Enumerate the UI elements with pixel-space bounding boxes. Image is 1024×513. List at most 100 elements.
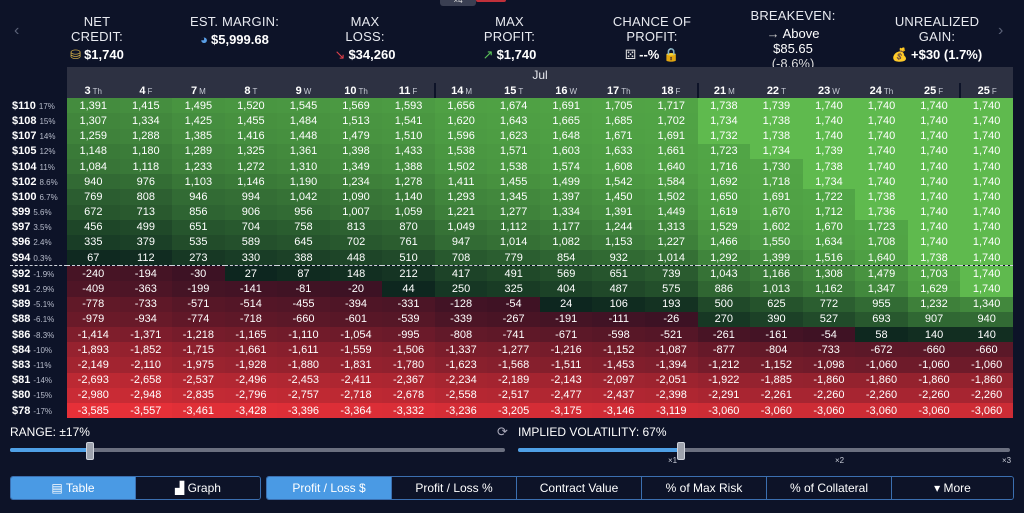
pl-cell[interactable]: -3,060 — [855, 402, 908, 419]
pl-cell[interactable]: 1,703 — [907, 265, 961, 282]
pl-cell[interactable]: -1,337 — [434, 342, 488, 358]
pl-cell[interactable]: 1,289 — [172, 143, 225, 159]
date-header[interactable]: 22 T — [750, 83, 803, 99]
pl-cell[interactable]: -194 — [119, 265, 173, 282]
pl-cell[interactable]: 388 — [277, 250, 330, 267]
pl-cell[interactable]: 906 — [224, 204, 278, 220]
pl-cell[interactable]: 1,084 — [67, 158, 120, 175]
pl-cell[interactable]: 1,313 — [645, 219, 698, 235]
pl-cell[interactable]: 1,162 — [802, 281, 856, 297]
pl-cell[interactable]: 1,233 — [172, 158, 225, 175]
pl-cell[interactable]: 1,484 — [277, 113, 330, 129]
pl-cell[interactable]: 1,740 — [960, 204, 1013, 220]
pl-cell[interactable]: 1,118 — [119, 158, 173, 175]
pl-cell[interactable]: -2,234 — [434, 372, 488, 388]
pl-cell[interactable]: 1,634 — [802, 234, 856, 251]
pl-cell[interactable]: 651 — [592, 265, 646, 282]
pl-cell[interactable]: 1,740 — [907, 98, 961, 114]
pl-cell[interactable]: 1,740 — [960, 234, 1013, 251]
pl-cell[interactable]: -1,511 — [539, 357, 593, 373]
pl-cell[interactable]: -339 — [434, 311, 488, 327]
pl-cell[interactable]: 1,082 — [539, 234, 593, 251]
pl-cell[interactable]: 330 — [224, 250, 278, 267]
metric-tab-1[interactable]: Profit / Loss % — [392, 477, 517, 499]
pl-cell[interactable]: 1,740 — [907, 234, 961, 251]
pl-cell[interactable]: -934 — [119, 311, 173, 327]
pl-cell[interactable]: 1,325 — [224, 143, 278, 159]
pl-cell[interactable]: 27 — [224, 265, 278, 282]
pl-cell[interactable]: 140 — [960, 327, 1013, 343]
pl-cell[interactable]: 44 — [382, 281, 435, 297]
pl-cell[interactable]: -2,398 — [645, 387, 698, 403]
pl-cell[interactable]: 575 — [645, 281, 698, 297]
pl-cell[interactable]: 994 — [224, 189, 278, 205]
pl-cell[interactable]: 1,716 — [697, 158, 751, 175]
pl-cell[interactable]: 1,740 — [855, 174, 908, 190]
pl-cell[interactable]: 1,479 — [855, 265, 908, 282]
pl-cell[interactable]: -2,097 — [592, 372, 646, 388]
pl-cell[interactable]: -3,060 — [697, 402, 751, 419]
pl-cell[interactable]: 1,166 — [750, 265, 803, 282]
pl-cell[interactable]: 270 — [697, 311, 751, 327]
pl-cell[interactable]: -2,453 — [277, 372, 330, 388]
pl-cell[interactable]: 1,140 — [382, 189, 435, 205]
pl-cell[interactable]: 1,648 — [539, 128, 593, 144]
pl-cell[interactable]: -3,060 — [960, 402, 1013, 419]
pl-cell[interactable]: -1,371 — [119, 327, 173, 343]
pl-cell[interactable]: -331 — [382, 296, 435, 312]
date-header[interactable]: 3 Th — [67, 83, 120, 99]
pl-cell[interactable]: 1,740 — [802, 128, 856, 144]
pl-cell[interactable]: 1,425 — [172, 113, 225, 129]
pl-cell[interactable]: 1,740 — [855, 98, 908, 114]
pl-cell[interactable]: 499 — [119, 219, 173, 235]
pl-cell[interactable]: 535 — [172, 234, 225, 251]
pl-cell[interactable]: -774 — [172, 311, 225, 327]
pl-cell[interactable]: -199 — [172, 281, 225, 297]
range-track[interactable] — [10, 448, 505, 452]
pl-cell[interactable]: -1,611 — [277, 342, 330, 358]
pl-cell[interactable]: 1,717 — [645, 98, 698, 114]
pl-cell[interactable]: -2,537 — [172, 372, 225, 388]
pl-cell[interactable]: 112 — [119, 250, 173, 267]
pl-cell[interactable]: 500 — [697, 296, 751, 312]
pl-cell[interactable]: 1,334 — [539, 204, 593, 220]
pl-cell[interactable]: 1,633 — [592, 143, 646, 159]
pl-cell[interactable]: 1,740 — [960, 98, 1013, 114]
pl-cell[interactable]: 1,740 — [960, 158, 1013, 175]
pl-cell[interactable]: 1,656 — [434, 98, 488, 114]
pl-cell[interactable]: -2,980 — [67, 387, 120, 403]
pl-cell[interactable]: 1,516 — [802, 250, 856, 267]
pl-cell[interactable]: 510 — [382, 250, 435, 267]
pl-cell[interactable]: 1,042 — [277, 189, 330, 205]
pl-cell[interactable]: 1,345 — [487, 189, 540, 205]
pl-cell[interactable]: -3,236 — [434, 402, 488, 419]
metric-tab-3[interactable]: % of Max Risk — [642, 477, 767, 499]
pl-cell[interactable]: 335 — [67, 234, 120, 251]
pl-cell[interactable]: 1,450 — [592, 189, 646, 205]
pl-cell[interactable]: -1,852 — [119, 342, 173, 358]
pl-cell[interactable]: 1,740 — [960, 143, 1013, 159]
pl-cell[interactable]: 1,685 — [592, 113, 646, 129]
pl-cell[interactable]: -1,559 — [329, 342, 383, 358]
pl-cell[interactable]: 1,499 — [539, 174, 593, 190]
pl-cell[interactable]: 1,399 — [750, 250, 803, 267]
pl-cell[interactable]: 1,629 — [907, 281, 961, 297]
pl-cell[interactable]: 58 — [855, 327, 908, 343]
pl-cell[interactable]: 1,466 — [697, 234, 751, 251]
pl-cell[interactable]: -1,860 — [802, 372, 856, 388]
metric-tab-0[interactable]: Profit / Loss $ — [267, 477, 392, 499]
pl-cell[interactable]: -54 — [487, 296, 540, 312]
pl-cell[interactable]: -409 — [67, 281, 120, 297]
pl-cell[interactable]: 1,740 — [907, 204, 961, 220]
pl-cell[interactable]: 527 — [802, 311, 856, 327]
pl-cell[interactable]: -671 — [539, 327, 593, 343]
pl-cell[interactable]: 1,502 — [645, 189, 698, 205]
pl-cell[interactable]: -1,277 — [487, 342, 540, 358]
pl-cell[interactable]: -2,260 — [855, 387, 908, 403]
pl-cell[interactable]: 1,665 — [539, 113, 593, 129]
iv-track[interactable] — [518, 448, 1010, 452]
pl-cell[interactable]: 1,608 — [592, 158, 646, 175]
pl-cell[interactable]: 870 — [382, 219, 435, 235]
